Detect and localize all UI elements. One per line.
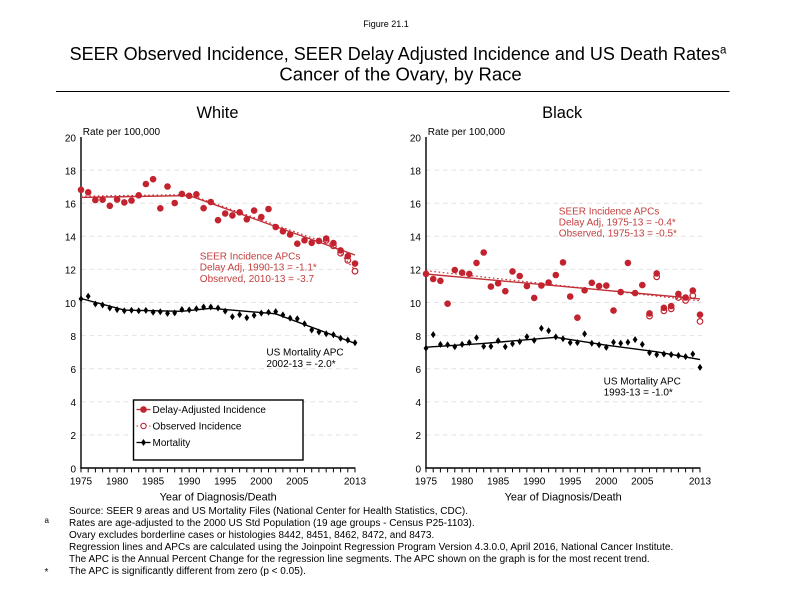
svg-text:SEER Observed Incidence, SEER: SEER Observed Incidence, SEER Delay Adju… — [70, 44, 727, 64]
svg-text:Figure 21.1: Figure 21.1 — [363, 19, 409, 29]
svg-text:2002-13 = -2.0*: 2002-13 = -2.0* — [266, 359, 335, 370]
svg-text:0: 0 — [70, 464, 76, 475]
svg-text:Observed, 2010-13 = -3.7: Observed, 2010-13 = -3.7 — [200, 274, 315, 285]
svg-text:1975: 1975 — [415, 476, 438, 487]
svg-text:0: 0 — [415, 464, 421, 475]
svg-text:2005: 2005 — [286, 476, 309, 487]
svg-text:16: 16 — [65, 200, 77, 211]
svg-text:18: 18 — [65, 166, 77, 177]
svg-text:The APC is significantly diffe: The APC is significantly different from … — [69, 566, 306, 577]
svg-text:1985: 1985 — [487, 476, 510, 487]
svg-text:2000: 2000 — [595, 476, 618, 487]
svg-text:Mortality: Mortality — [153, 438, 191, 449]
svg-text:16: 16 — [410, 200, 422, 211]
svg-text:14: 14 — [65, 233, 77, 244]
svg-text:1995: 1995 — [214, 476, 237, 487]
svg-text:12: 12 — [410, 266, 422, 277]
svg-text:White: White — [197, 104, 239, 122]
svg-text:*: * — [45, 567, 49, 578]
svg-text:SEER Incidence APCs: SEER Incidence APCs — [200, 252, 301, 263]
svg-text:Observed Incidence: Observed Incidence — [153, 422, 242, 433]
svg-text:1993-13 = -1.0*: 1993-13 = -1.0* — [604, 388, 673, 399]
svg-text:4: 4 — [70, 398, 76, 409]
svg-text:20: 20 — [410, 133, 422, 144]
svg-text:1980: 1980 — [106, 476, 129, 487]
svg-text:Cancer of the Ovary, by Race: Cancer of the Ovary, by Race — [279, 64, 521, 85]
svg-text:4: 4 — [415, 398, 421, 409]
svg-text:10: 10 — [410, 299, 422, 310]
svg-text:1975: 1975 — [70, 476, 93, 487]
svg-text:Regression lines and APCs are: Regression lines and APCs are calculated… — [69, 542, 673, 553]
svg-text:2013: 2013 — [689, 476, 712, 487]
svg-text:2: 2 — [70, 431, 76, 442]
svg-text:Observed, 1975-13 = -0.5*: Observed, 1975-13 = -0.5* — [559, 229, 677, 240]
svg-text:1990: 1990 — [523, 476, 546, 487]
svg-text:1980: 1980 — [451, 476, 474, 487]
svg-text:The APC is the Annual Percent: The APC is the Annual Percent Change for… — [69, 554, 650, 565]
svg-text:6: 6 — [415, 365, 421, 376]
svg-text:1985: 1985 — [142, 476, 165, 487]
svg-text:20: 20 — [65, 133, 77, 144]
svg-text:SEER Incidence APCs: SEER Incidence APCs — [559, 206, 660, 217]
svg-text:Ovary excludes borderline case: Ovary excludes borderline cases or histo… — [69, 530, 434, 541]
svg-text:2013: 2013 — [344, 476, 367, 487]
svg-text:10: 10 — [65, 299, 77, 310]
svg-text:US Mortality APC: US Mortality APC — [604, 376, 681, 387]
svg-text:US Mortality APC: US Mortality APC — [266, 348, 343, 359]
svg-text:14: 14 — [410, 233, 422, 244]
svg-text:Year of Diagnosis/Death: Year of Diagnosis/Death — [505, 491, 622, 503]
svg-text:8: 8 — [415, 332, 421, 343]
svg-text:2005: 2005 — [631, 476, 654, 487]
svg-text:Rate per 100,000: Rate per 100,000 — [83, 127, 161, 138]
svg-text:18: 18 — [410, 166, 422, 177]
svg-text:2: 2 — [415, 431, 421, 442]
svg-text:Delay-Adjusted Incidence: Delay-Adjusted Incidence — [153, 405, 267, 416]
svg-text:Rate per 100,000: Rate per 100,000 — [428, 127, 506, 138]
svg-text:Delay Adj, 1990-13 = -1.1*: Delay Adj, 1990-13 = -1.1* — [200, 263, 317, 274]
svg-text:Year of Diagnosis/Death: Year of Diagnosis/Death — [160, 491, 277, 503]
svg-text:1990: 1990 — [178, 476, 201, 487]
svg-text:Black: Black — [542, 104, 583, 122]
svg-text:2000: 2000 — [250, 476, 273, 487]
svg-text:Rates are age-adjusted to the: Rates are age-adjusted to the 2000 US St… — [69, 518, 475, 529]
svg-text:12: 12 — [65, 266, 77, 277]
svg-text:Delay Adj, 1975-13 = -0.4*: Delay Adj, 1975-13 = -0.4* — [559, 217, 676, 228]
svg-text:a: a — [45, 516, 50, 525]
svg-text:8: 8 — [70, 332, 76, 343]
svg-text:6: 6 — [70, 365, 76, 376]
svg-text:Source: SEER 9 areas and US Mo: Source: SEER 9 areas and US Mortality Fi… — [69, 506, 468, 517]
svg-text:1995: 1995 — [559, 476, 582, 487]
